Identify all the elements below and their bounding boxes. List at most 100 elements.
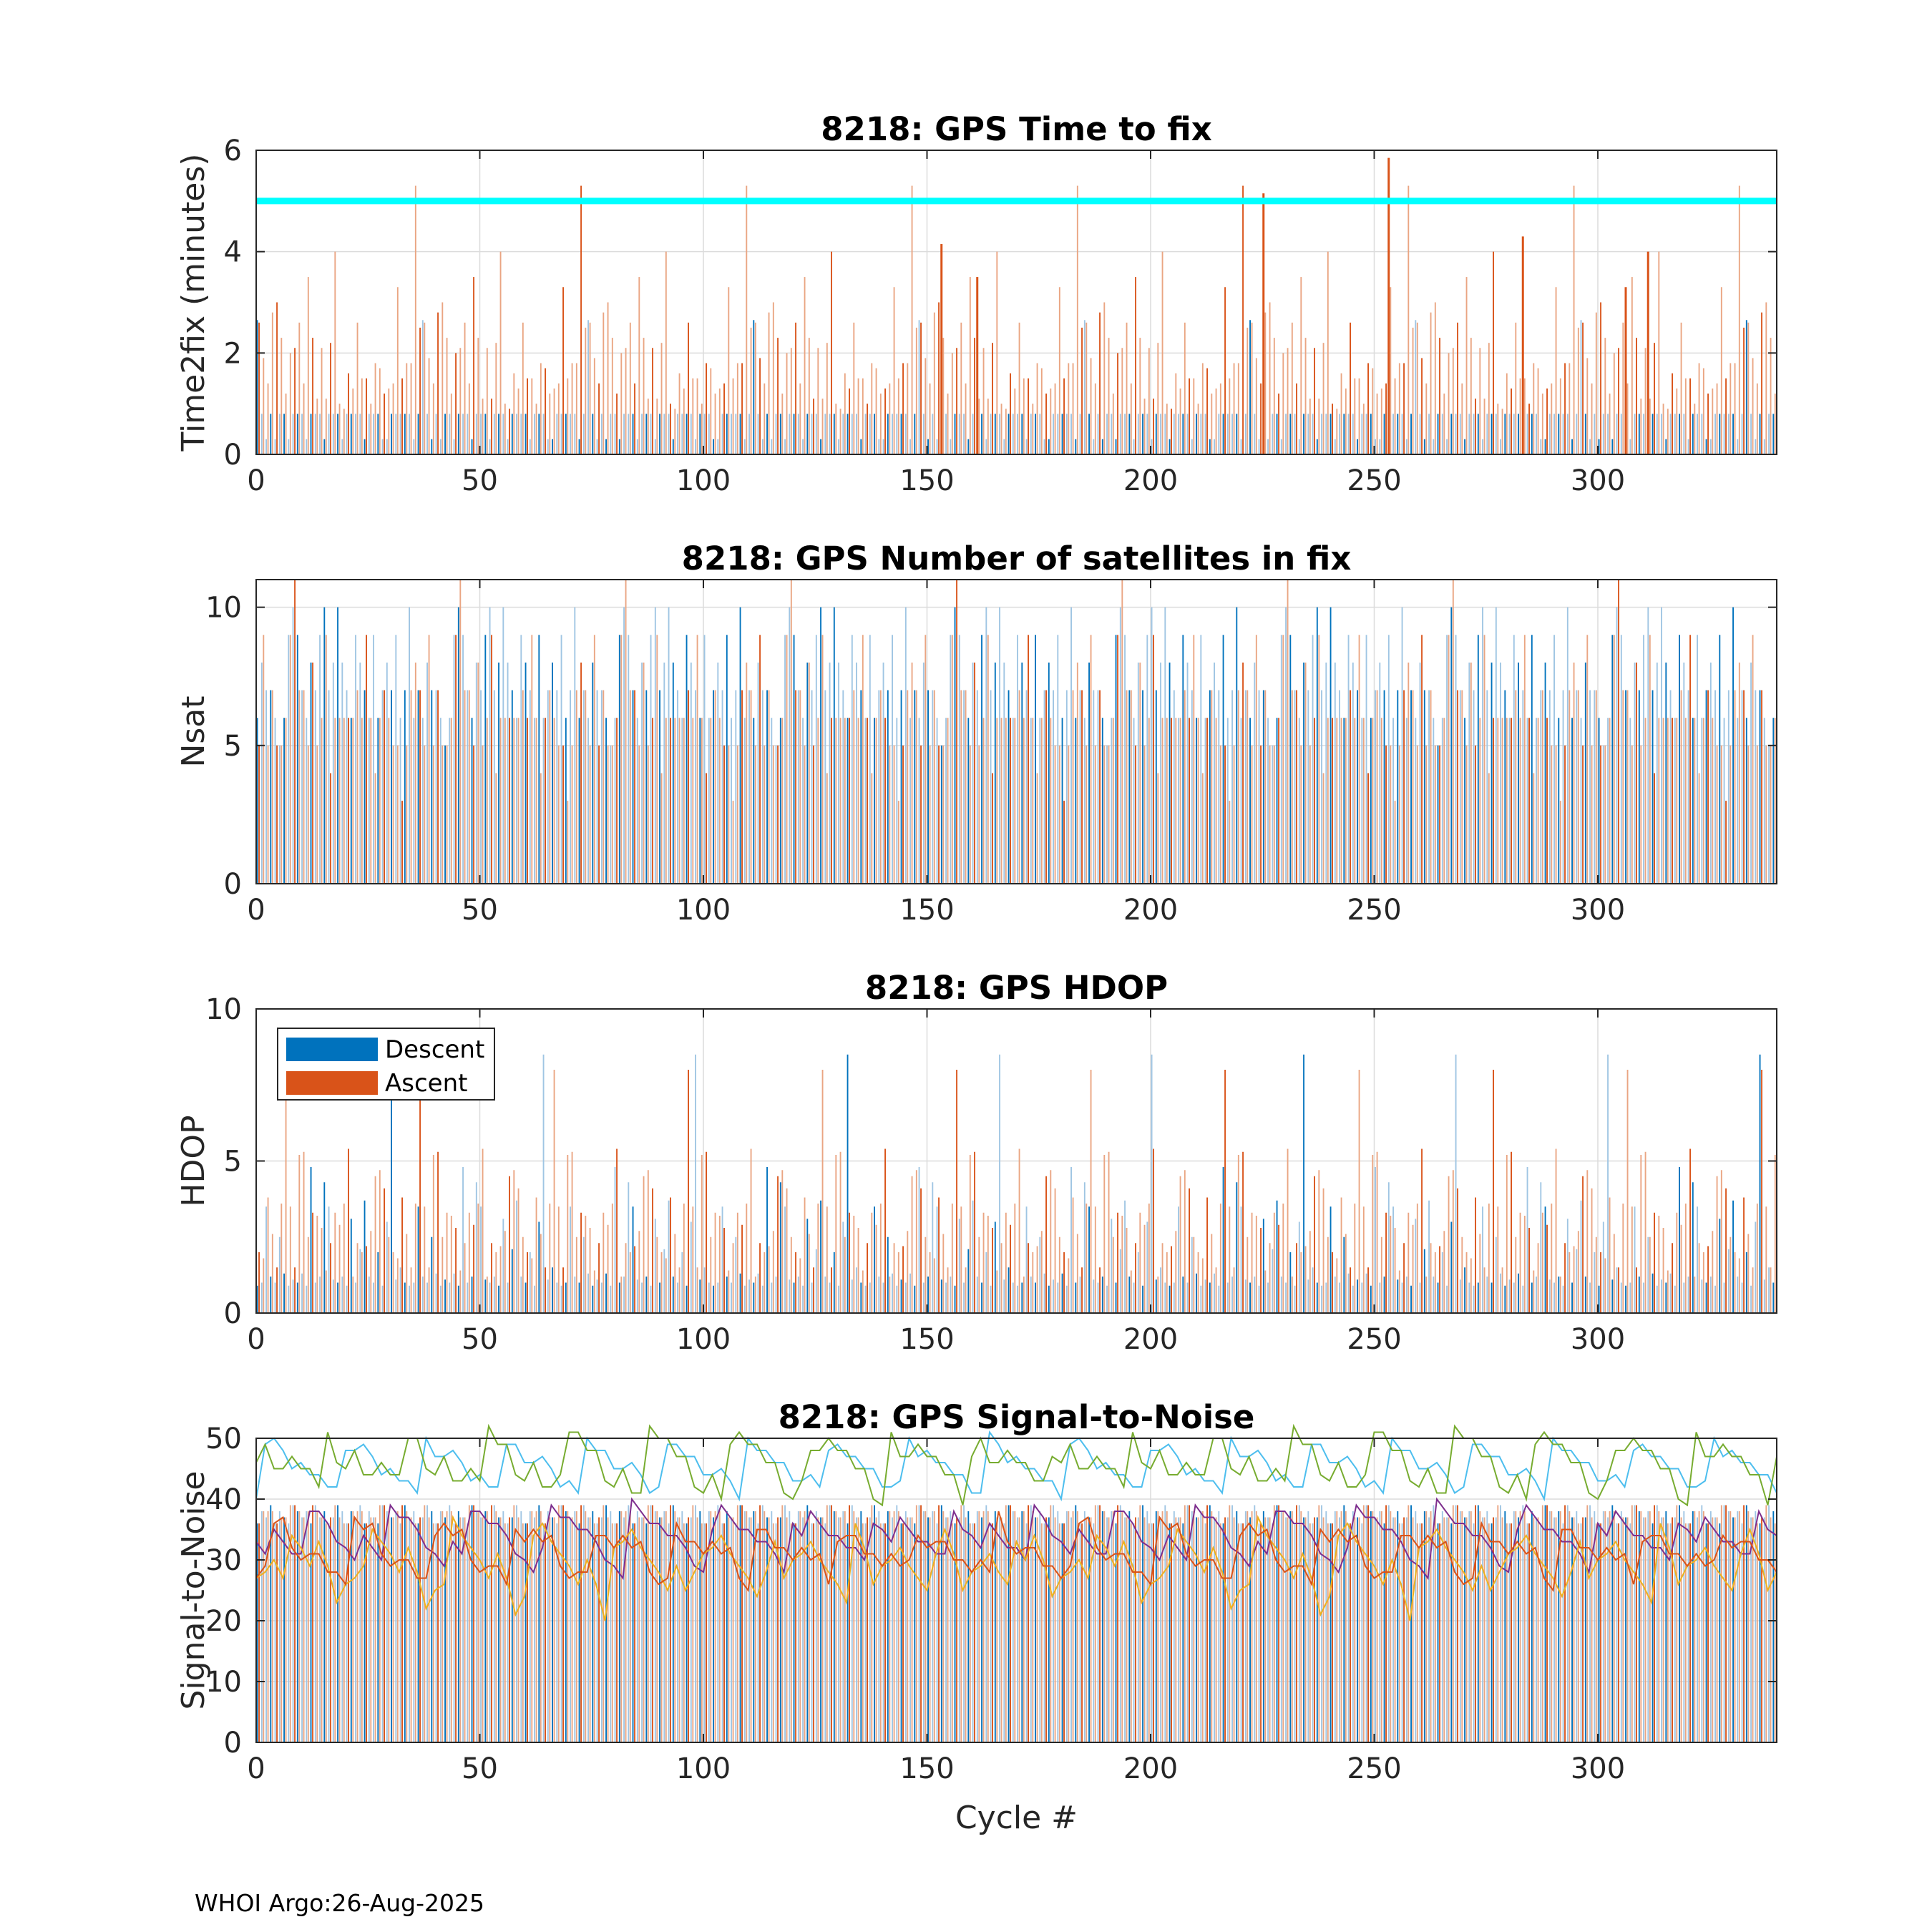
descent-bar xyxy=(1106,745,1108,884)
descent-bar xyxy=(1405,1517,1407,1742)
descent-bar xyxy=(811,1282,813,1313)
descent-bar xyxy=(453,1273,455,1313)
ascent-bar xyxy=(499,718,502,884)
ascent-bar xyxy=(499,1517,502,1742)
descent-bar xyxy=(842,1511,844,1742)
descent-bar xyxy=(1347,414,1350,454)
descent-bar xyxy=(552,1517,553,1742)
ascent-bar xyxy=(263,358,265,454)
ascent-bar xyxy=(384,1188,385,1313)
ascent-bar xyxy=(1738,662,1740,884)
ascent-bar xyxy=(1631,277,1633,454)
ascent-bar xyxy=(1058,287,1060,454)
descent-bar xyxy=(498,662,499,884)
descent-bar xyxy=(954,1523,956,1742)
ascent-bar xyxy=(1215,388,1217,454)
descent-bar xyxy=(618,439,620,454)
descent-bar xyxy=(467,414,469,454)
descent-bar xyxy=(1365,1273,1367,1313)
descent-bar xyxy=(981,635,982,884)
descent-bar xyxy=(1594,1511,1596,1742)
descent-bar xyxy=(1365,414,1367,454)
ascent-bar xyxy=(1130,690,1132,884)
ascent-bar xyxy=(1644,348,1646,454)
descent-bar xyxy=(1361,1282,1363,1313)
ascent-bar xyxy=(795,690,796,884)
descent-bar xyxy=(560,1285,562,1313)
descent-bar xyxy=(976,1277,978,1313)
ascent-bar xyxy=(879,394,882,454)
ascent-bar xyxy=(1774,718,1776,884)
x-tick-label: 250 xyxy=(1347,1323,1401,1356)
descent-bar xyxy=(1343,414,1345,454)
descent-bar xyxy=(1097,1282,1099,1313)
ascent-bar xyxy=(370,718,372,884)
descent-bar xyxy=(869,1282,871,1313)
descent-bar xyxy=(922,1511,924,1742)
ascent-bar xyxy=(965,1267,967,1313)
descent-bar xyxy=(1200,414,1202,454)
descent-bar xyxy=(757,414,759,454)
descent-bar xyxy=(1638,1511,1640,1742)
descent-bar xyxy=(847,1054,849,1313)
descent-bar xyxy=(623,414,625,454)
descent-bar xyxy=(1401,607,1403,884)
descent-bar xyxy=(641,1282,643,1313)
descent-bar xyxy=(605,439,607,454)
ascent-bar xyxy=(1483,399,1485,454)
ascent-bar xyxy=(294,348,296,454)
ascent-bar xyxy=(1358,635,1360,884)
ascent-bar xyxy=(517,388,519,454)
descent-bar xyxy=(314,1505,316,1742)
descent-bar xyxy=(878,439,880,454)
ascent-bar xyxy=(370,1231,372,1313)
ascent-bar xyxy=(607,302,609,454)
ascent-bar xyxy=(1296,1505,1297,1742)
ascent-bar xyxy=(714,1511,716,1742)
ascent-bar xyxy=(853,322,855,454)
ascent-bar xyxy=(974,1523,975,1742)
descent-bar xyxy=(381,439,384,454)
ascent-bar xyxy=(1121,1511,1123,1742)
descent-bar xyxy=(1352,662,1354,884)
descent-bar xyxy=(587,320,589,454)
ascent-bar xyxy=(795,1523,796,1742)
descent-bar xyxy=(856,1267,857,1313)
ascent-bar xyxy=(298,1511,301,1742)
descent-bar xyxy=(1701,718,1703,884)
snr-line-3 xyxy=(255,1497,1777,1581)
ascent-bar xyxy=(857,718,859,884)
ascent-bar xyxy=(1282,353,1284,454)
descent-bar xyxy=(1482,439,1483,454)
descent-bar xyxy=(1759,1054,1761,1313)
descent-bar xyxy=(1267,439,1269,454)
descent-bar xyxy=(703,635,706,884)
descent-bar xyxy=(516,414,517,454)
ascent-bar xyxy=(1372,1511,1374,1742)
descent-bar xyxy=(663,414,665,454)
descent-bar xyxy=(386,662,388,884)
descent-bar xyxy=(672,439,674,454)
descent-bar xyxy=(323,1511,326,1742)
ascent-bar xyxy=(849,388,850,454)
descent-bar xyxy=(1763,439,1765,454)
ascent-bar xyxy=(875,718,877,884)
ascent-bar xyxy=(562,1267,564,1313)
ascent-bar xyxy=(992,773,993,884)
ascent-bar xyxy=(1179,388,1181,454)
ascent-bar xyxy=(839,1151,841,1313)
ascent-bar xyxy=(1475,1505,1476,1742)
descent-bar xyxy=(310,1523,312,1742)
descent-bar xyxy=(1638,414,1640,454)
descent-bar xyxy=(1504,1285,1506,1313)
ascent-bar xyxy=(1336,718,1338,884)
descent-bar xyxy=(1383,414,1385,454)
ascent-bar xyxy=(1761,1517,1762,1742)
ascent-bar xyxy=(1085,1204,1088,1313)
ascent-bar xyxy=(652,1188,653,1313)
x-tick-label: 200 xyxy=(1123,1752,1178,1785)
ascent-bar xyxy=(424,745,426,884)
ascent-bar xyxy=(553,718,555,884)
ascent-bar xyxy=(1094,745,1096,884)
descent-bar xyxy=(502,414,504,454)
